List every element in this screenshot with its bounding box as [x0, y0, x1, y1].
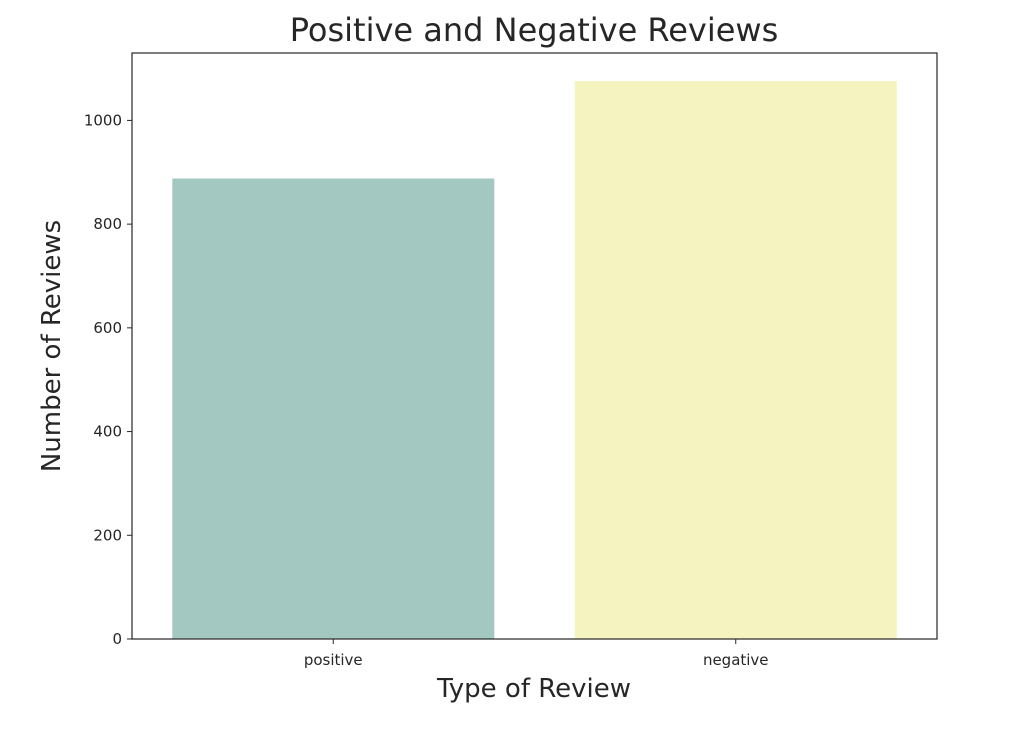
y-tick-label: 0 — [112, 630, 122, 648]
y-tick-label: 200 — [93, 526, 122, 544]
y-tick-label: 400 — [93, 423, 122, 441]
x-tick-label: negative — [703, 651, 769, 669]
y-axis-label: Number of Reviews — [37, 220, 67, 472]
x-tick-label: positive — [304, 651, 363, 669]
plot-frame — [131, 52, 938, 640]
bars-layer — [172, 81, 897, 639]
x-axis-label: Type of Review — [436, 674, 631, 704]
x-axis-ticks: positive negative — [304, 639, 769, 669]
chart-title: Positive and Negative Reviews — [290, 11, 779, 49]
y-tick-label: 800 — [93, 215, 122, 233]
bar-positive — [172, 178, 495, 639]
y-tick-label: 1000 — [84, 111, 122, 129]
y-axis-ticks: 0 200 400 600 800 1000 — [84, 111, 132, 648]
y-tick-label: 600 — [93, 319, 122, 337]
bar-negative — [574, 81, 897, 639]
